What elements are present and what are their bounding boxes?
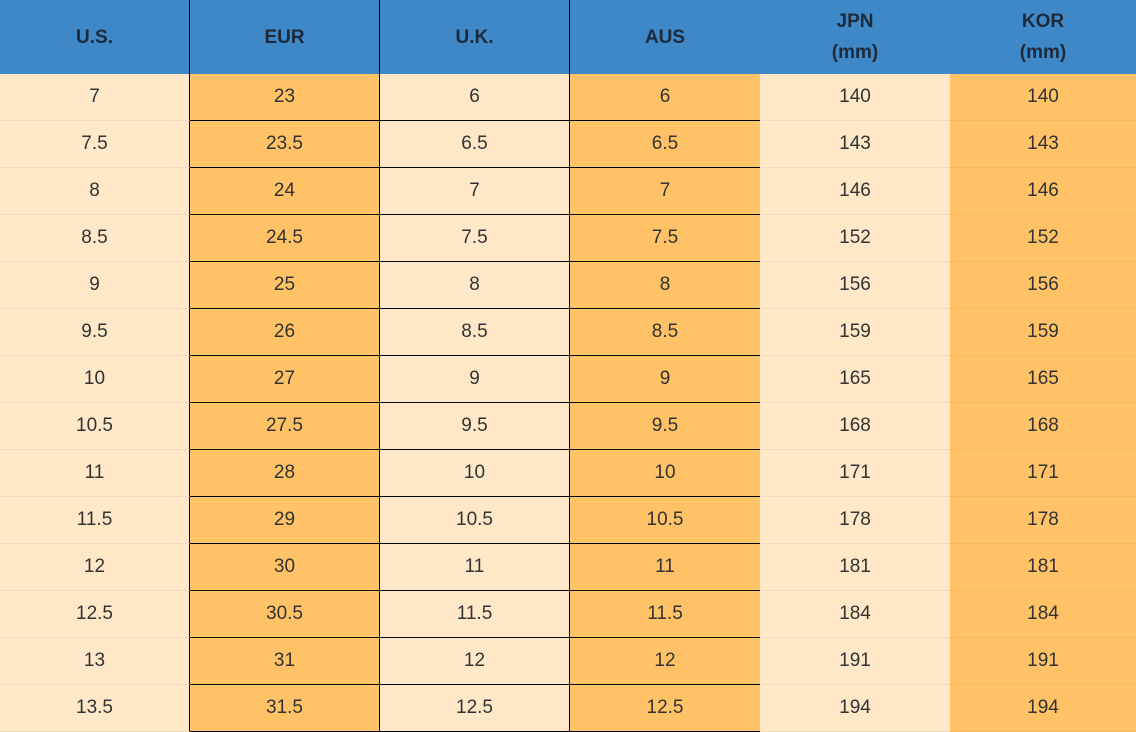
table-cell: 11.5: [0, 497, 190, 544]
table-cell: 10.5: [0, 403, 190, 450]
table-cell: 8.5: [570, 309, 760, 356]
table-cell: 25: [190, 262, 380, 309]
table-cell: 168: [950, 403, 1136, 450]
table-cell: 8.5: [380, 309, 570, 356]
table-cell: 156: [950, 262, 1136, 309]
table-cell: 159: [760, 309, 950, 356]
table-cell: 168: [760, 403, 950, 450]
table-cell: 8: [0, 168, 190, 215]
table-cell: 194: [950, 685, 1136, 732]
table-cell: 23.5: [190, 121, 380, 168]
table-cell: 30: [190, 544, 380, 591]
table-cell: 184: [760, 591, 950, 638]
table-cell: 26: [190, 309, 380, 356]
table-cell: 31.5: [190, 685, 380, 732]
table-cell: 13: [0, 638, 190, 685]
table-cell: 6.5: [380, 121, 570, 168]
table-cell: 8: [570, 262, 760, 309]
table-cell: 7.5: [570, 215, 760, 262]
table-cell: 12: [0, 544, 190, 591]
table-cell: 30.5: [190, 591, 380, 638]
table-cell: 6: [380, 74, 570, 121]
table-cell: 152: [950, 215, 1136, 262]
table-cell: 191: [950, 638, 1136, 685]
table-cell: 13.5: [0, 685, 190, 732]
table-cell: 12.5: [0, 591, 190, 638]
table-cell: 29: [190, 497, 380, 544]
table-cell: 6.5: [570, 121, 760, 168]
table-cell: 181: [950, 544, 1136, 591]
table-cell: 178: [950, 497, 1136, 544]
table-cell: 11: [0, 450, 190, 497]
table-cell: 12: [570, 638, 760, 685]
table-cell: 8.5: [0, 215, 190, 262]
table-cell: 171: [950, 450, 1136, 497]
table-cell: 194: [760, 685, 950, 732]
table-cell: 27.5: [190, 403, 380, 450]
table-cell: 9: [570, 356, 760, 403]
table-cell: 28: [190, 450, 380, 497]
table-cell: 10.5: [570, 497, 760, 544]
table-cell: 171: [760, 450, 950, 497]
table-cell: 6: [570, 74, 760, 121]
table-cell: 31: [190, 638, 380, 685]
header-cell: AUS: [570, 0, 760, 74]
table-cell: 191: [760, 638, 950, 685]
table-cell: 143: [950, 121, 1136, 168]
table-cell: 184: [950, 591, 1136, 638]
header-cell: KOR (mm): [950, 0, 1136, 74]
header-cell: EUR: [190, 0, 380, 74]
table-cell: 10: [380, 450, 570, 497]
table-cell: 8: [380, 262, 570, 309]
table-cell: 10: [570, 450, 760, 497]
table-cell: 23: [190, 74, 380, 121]
table-cell: 140: [950, 74, 1136, 121]
table-cell: 11: [570, 544, 760, 591]
table-cell: 7: [380, 168, 570, 215]
table-cell: 10.5: [380, 497, 570, 544]
table-cell: 178: [760, 497, 950, 544]
table-cell: 11: [380, 544, 570, 591]
table-cell: 7: [570, 168, 760, 215]
table-cell: 12.5: [570, 685, 760, 732]
table-cell: 7: [0, 74, 190, 121]
table-cell: 159: [950, 309, 1136, 356]
table-cell: 24.5: [190, 215, 380, 262]
table-cell: 7.5: [0, 121, 190, 168]
table-cell: 9.5: [570, 403, 760, 450]
table-cell: 146: [760, 168, 950, 215]
table-cell: 10: [0, 356, 190, 403]
table-cell: 156: [760, 262, 950, 309]
header-cell: U.K.: [380, 0, 570, 74]
header-cell: U.S.: [0, 0, 190, 74]
table-cell: 165: [950, 356, 1136, 403]
table-cell: 11.5: [570, 591, 760, 638]
table-cell: 143: [760, 121, 950, 168]
table-cell: 152: [760, 215, 950, 262]
table-cell: 165: [760, 356, 950, 403]
table-cell: 12.5: [380, 685, 570, 732]
table-cell: 11.5: [380, 591, 570, 638]
table-cell: 9.5: [0, 309, 190, 356]
table-cell: 146: [950, 168, 1136, 215]
table-cell: 9: [0, 262, 190, 309]
table-cell: 9.5: [380, 403, 570, 450]
table-cell: 140: [760, 74, 950, 121]
table-cell: 24: [190, 168, 380, 215]
table-cell: 27: [190, 356, 380, 403]
table-cell: 181: [760, 544, 950, 591]
table-cell: 7.5: [380, 215, 570, 262]
header-cell: JPN (mm): [760, 0, 950, 74]
table-cell: 9: [380, 356, 570, 403]
table-cell: 12: [380, 638, 570, 685]
